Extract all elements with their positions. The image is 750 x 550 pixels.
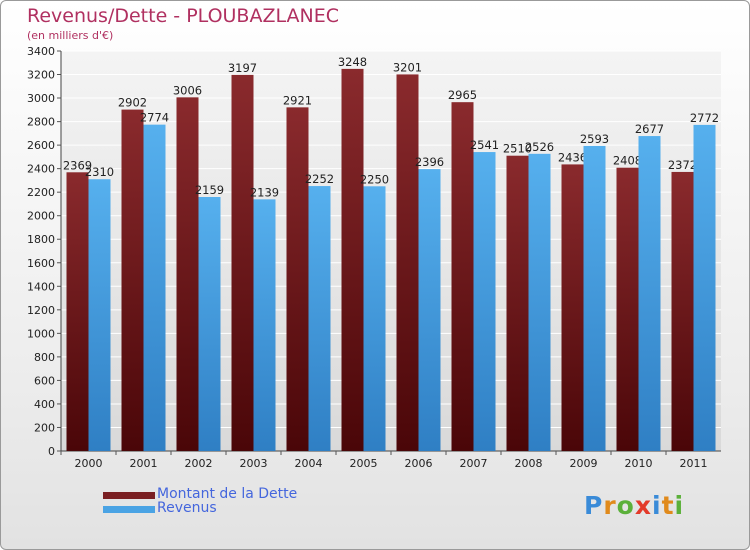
y-tick-label: 2400 [27, 163, 55, 176]
x-tick-label: 2009 [570, 457, 598, 470]
bar-dette [176, 97, 199, 452]
y-tick-label: 1600 [27, 257, 55, 270]
x-tick-label: 2000 [75, 457, 103, 470]
bar-dette [121, 109, 144, 452]
bar-revenus [418, 169, 441, 451]
y-tick-label: 2000 [27, 210, 55, 223]
data-label-revenus: 2593 [580, 132, 609, 146]
bar-dette [616, 167, 639, 452]
y-tick-label: 3000 [27, 92, 55, 105]
bar-dette [231, 74, 254, 451]
x-tick-label: 2003 [240, 457, 268, 470]
bar-dette [396, 74, 419, 451]
bar-dette [561, 164, 584, 452]
data-label-revenus: 2396 [415, 155, 444, 169]
x-tick-label: 2005 [350, 457, 378, 470]
y-tick-label: 2800 [27, 116, 55, 129]
data-label-dette: 3201 [393, 60, 422, 74]
y-tick-label: 600 [34, 374, 55, 387]
bar-revenus [308, 186, 331, 451]
y-tick-label: 2200 [27, 186, 55, 199]
bar-revenus [583, 145, 606, 452]
data-label-dette: 3197 [228, 61, 257, 75]
data-label-revenus: 2139 [250, 185, 279, 199]
bar-revenus [693, 124, 716, 451]
bar-dette [671, 171, 694, 452]
bar-dette [506, 155, 529, 452]
bar-revenus [528, 153, 551, 451]
plot-area [61, 51, 721, 451]
legend-swatch-dette [103, 492, 155, 499]
logo-letter: t [661, 491, 675, 520]
x-tick-label: 2004 [295, 457, 323, 470]
y-tick-label: 400 [34, 398, 55, 411]
x-tick-label: 2010 [625, 457, 653, 470]
proxiti-logo: Proxiti [584, 491, 684, 520]
y-tick-label: 200 [34, 421, 55, 434]
x-tick-label: 2007 [460, 457, 488, 470]
bar-revenus [143, 124, 166, 451]
data-label-revenus: 2772 [690, 111, 719, 125]
legend-swatch-revenus [103, 506, 155, 513]
data-label-dette: 2965 [448, 88, 477, 102]
data-label-dette: 2369 [63, 158, 92, 172]
y-tick-label: 2600 [27, 139, 55, 152]
chart-title: Revenus/Dette - PLOUBAZLANEC [27, 5, 339, 27]
bar-revenus [88, 179, 111, 451]
bar-dette [66, 172, 89, 451]
bar-revenus [253, 199, 276, 451]
x-tick-label: 2002 [185, 457, 213, 470]
data-label-dette: 3006 [173, 83, 202, 97]
y-tick-label: 0 [48, 445, 55, 458]
legend-label-dette: Montant de la Dette [157, 486, 298, 502]
logo-letter: i [674, 491, 685, 520]
data-label-dette: 2372 [668, 158, 697, 172]
legend-label-revenus: Revenus [157, 500, 217, 516]
y-tick-label: 1800 [27, 233, 55, 246]
y-tick-label: 800 [34, 351, 55, 364]
data-label-revenus: 2159 [195, 183, 224, 197]
logo-letter: r [603, 491, 617, 520]
y-tick-label: 1200 [27, 304, 55, 317]
y-tick-label: 3200 [27, 69, 55, 82]
logo-letter: x [634, 491, 652, 520]
y-tick-label: 3400 [27, 45, 55, 58]
logo-letter: P [584, 491, 604, 520]
data-label-revenus: 2526 [525, 140, 554, 154]
bar-revenus [363, 186, 386, 451]
data-label-dette: 2510 [503, 142, 532, 156]
bar-dette [286, 107, 309, 452]
data-label-revenus: 2250 [360, 172, 389, 186]
x-tick-label: 2006 [405, 457, 433, 470]
x-tick-label: 2011 [680, 457, 708, 470]
y-tick-label: 1400 [27, 280, 55, 293]
data-label-dette: 2436 [558, 150, 587, 164]
data-label-revenus: 2677 [635, 122, 664, 136]
data-label-dette: 3248 [338, 55, 367, 69]
data-label-revenus: 2252 [305, 172, 334, 186]
bar-revenus [638, 136, 661, 451]
chart-subtitle: (en milliers d'€) [27, 29, 114, 42]
data-label-revenus: 2541 [470, 138, 499, 152]
x-tick-label: 2008 [515, 457, 543, 470]
y-tick-label: 1000 [27, 327, 55, 340]
logo-letter: o [616, 491, 635, 520]
logo-letter: i [652, 491, 662, 520]
bar-revenus [473, 152, 496, 451]
x-tick-label: 2001 [130, 457, 158, 470]
bar-revenus [198, 197, 221, 451]
data-label-revenus: 2310 [85, 165, 114, 179]
bar-dette [341, 68, 364, 451]
data-label-dette: 2408 [613, 154, 642, 168]
data-label-dette: 2921 [283, 93, 312, 107]
bar-dette [451, 102, 474, 452]
data-label-dette: 2902 [118, 96, 147, 110]
data-label-revenus: 2774 [140, 111, 169, 125]
